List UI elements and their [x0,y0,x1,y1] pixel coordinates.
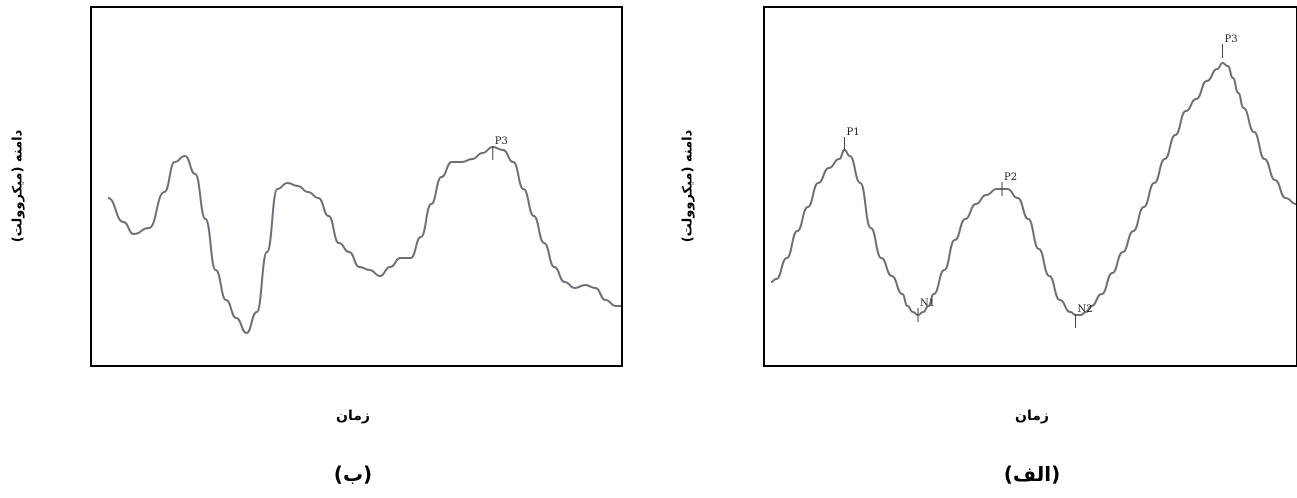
chart-plot-alef: P1 N1 P2 N2 P3 [770,34,1296,328]
peak-label-alef-2: P2 [1004,172,1017,183]
panel-label-b: (ب) [333,462,373,486]
panel-label-alef: (الف) [1003,462,1061,486]
peak-label-b-0: P3 [495,136,508,147]
peak-label-alef-4: P3 [1225,34,1238,45]
peak-label-alef-0: P1 [847,127,860,138]
y-axis-label-alef: دامنه (میکروولت) [680,129,696,243]
trace-line-alef-0 [770,62,1296,317]
chart-plot-b: P3 [107,136,621,334]
x-axis-label-alef: زمان [1015,408,1049,424]
chart-frame-alef: P1 N1 P2 N2 P3 [763,6,1297,367]
peak-label-alef-3: N2 [1078,304,1093,315]
y-axis-label-b: دامنه (میکروولت) [10,129,26,243]
peak-label-alef-1: N1 [920,298,935,309]
chart-frame-b: P3 [90,6,623,367]
trace-line-b-0 [107,146,621,334]
x-axis-label-b: زمان [336,408,370,424]
